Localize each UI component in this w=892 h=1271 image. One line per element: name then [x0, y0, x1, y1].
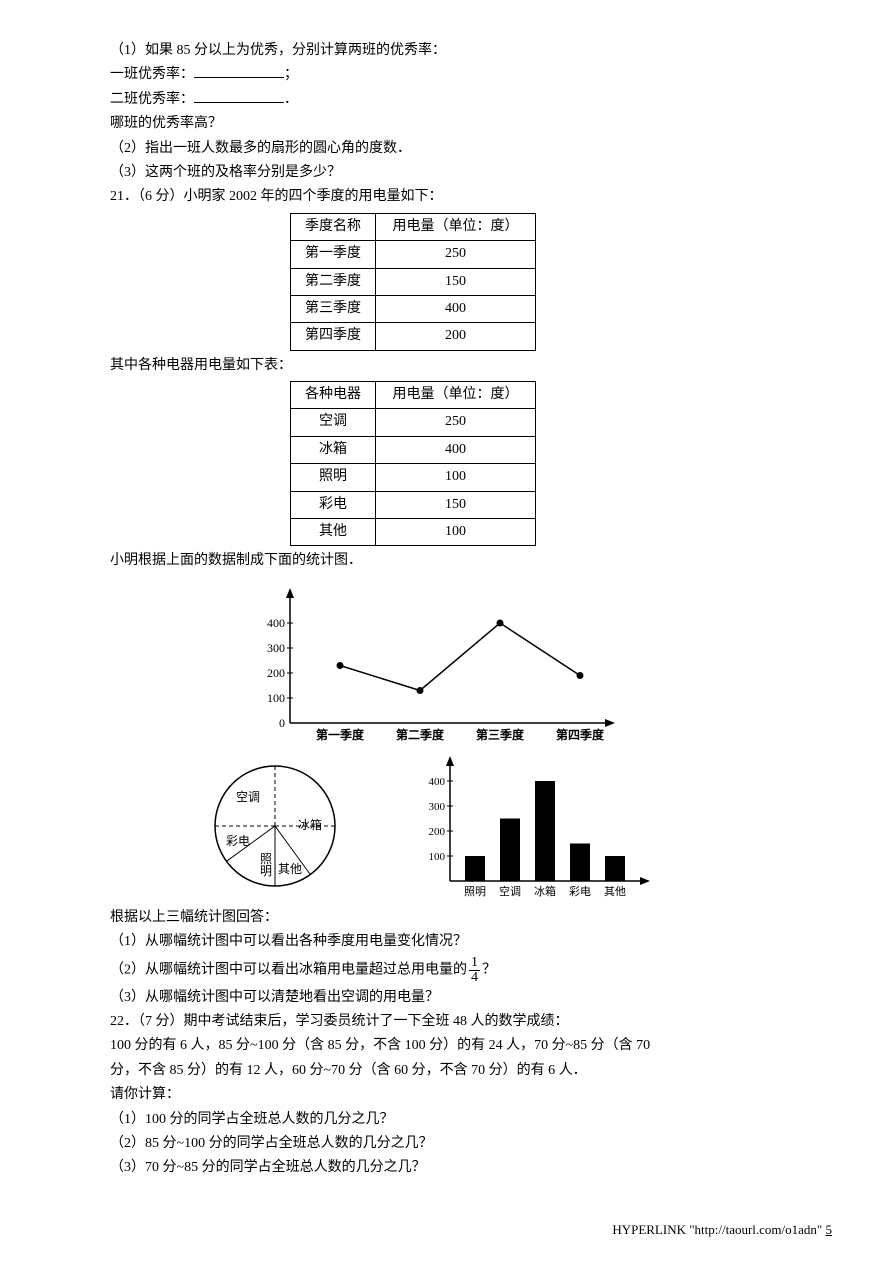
ytick-400: 400 — [267, 616, 285, 630]
q21-chart-intro: 小明根据上面的数据制成下面的统计图． — [110, 550, 832, 572]
q20-rate1-suffix: ； — [284, 67, 298, 82]
ytick-0: 0 — [279, 716, 285, 730]
q21-table2: 各种电器 用电量（单位：度） 空调250 冰箱400 照明100 彩电150 其… — [290, 381, 536, 546]
q20-sub3: （3）这两个班的及格率分别是多少？ — [110, 162, 832, 184]
q21-after-charts: 根据以上三幅统计图回答： — [110, 907, 832, 929]
q21-sub2: （2）从哪幅统计图中可以看出冰箱用电量超过总用电量的14？ — [110, 956, 832, 985]
q20-ask1: 哪班的优秀率高？ — [110, 113, 832, 135]
pie-label-other: 其他 — [278, 862, 302, 876]
bar-yt-400: 400 — [429, 776, 446, 788]
table-row: 第二季度150 — [291, 268, 536, 295]
table-row: 其他100 — [291, 519, 536, 546]
q20-sub1: （1）如果 85 分以上为优秀，分别计算两班的优秀率： — [110, 40, 832, 62]
t2-h2: 用电量（单位：度） — [376, 382, 536, 409]
q21-sub2-pre: （2）从哪幅统计图中可以看出冰箱用电量超过总用电量的 — [110, 962, 467, 977]
table-row: 空调250 — [291, 409, 536, 436]
page-number: 5 — [826, 1222, 833, 1237]
q22-sub3: （3）70 分~85 分的同学占全班总人数的几分之几？ — [110, 1157, 832, 1179]
q22-line1: 100 分的有 6 人，85 分~100 分（含 85 分，不含 100 分）的… — [110, 1035, 832, 1057]
fraction-1-4: 14 — [469, 956, 480, 985]
line-chart: 0 100 200 300 400 第一季度 第二季度 第三季度 第四季度 — [230, 583, 630, 743]
xlabel-q1: 第一季度 — [316, 727, 365, 742]
bar-yt-300: 300 — [429, 801, 446, 813]
bar-xl-0: 照明 — [464, 885, 486, 898]
bar-xl-4: 其他 — [604, 885, 626, 898]
xlabel-q2: 第二季度 — [396, 727, 445, 742]
bar-xl-2: 冰箱 — [534, 884, 556, 898]
q22-line3: 请你计算： — [110, 1084, 832, 1106]
pie-bar-row: 空调 冰箱 其他 照 明 彩电 100 200 300 400 — [200, 751, 832, 901]
q21-sub2-suffix: ？ — [482, 962, 496, 977]
q20-rate2: 二班优秀率： ． — [110, 89, 832, 111]
xlabel-q3: 第三季度 — [476, 727, 525, 742]
page-footer: HYPERLINK "http://taourl.com/o1adn" 5 — [110, 1220, 832, 1241]
table-row: 照明100 — [291, 464, 536, 491]
q21-table1: 季度名称 用电量（单位：度） 第一季度250 第二季度150 第三季度400 第… — [290, 213, 536, 351]
ytick-300: 300 — [267, 641, 285, 655]
pie-label-light-2: 明 — [260, 864, 272, 878]
q21-sub3: （3）从哪幅统计图中可以清楚地看出空调的用电量？ — [110, 987, 832, 1009]
ytick-200: 200 — [267, 666, 285, 680]
table-row: 彩电150 — [291, 491, 536, 518]
bar-chart: 100 200 300 400 照明 空调 冰箱 彩电 其他 — [410, 751, 660, 901]
q22-line2: 分，不含 85 分）的有 12 人，60 分~70 分（含 60 分，不含 70… — [110, 1060, 832, 1082]
q20-rate2-suffix: ． — [284, 92, 298, 107]
table-row: 第三季度400 — [291, 295, 536, 322]
t1-h2: 用电量（单位：度） — [376, 213, 536, 240]
blank-1 — [194, 64, 284, 78]
q22-sub2: （2）85 分~100 分的同学占全班总人数的几分之几？ — [110, 1133, 832, 1155]
pie-label-tv: 彩电 — [226, 834, 250, 848]
pie-chart: 空调 冰箱 其他 照 明 彩电 — [200, 751, 350, 901]
bar-yt-100: 100 — [429, 851, 446, 863]
ytick-100: 100 — [267, 691, 285, 705]
q20-rate1-label: 一班优秀率： — [110, 67, 194, 82]
blank-2 — [194, 89, 284, 103]
table-row: 第四季度200 — [291, 323, 536, 350]
bar-yt-200: 200 — [429, 826, 446, 838]
q22-title: 22．（7 分）期中考试结束后，学习委员统计了一下全班 48 人的数学成绩： — [110, 1011, 832, 1033]
line-chart-svg: 0 100 200 300 400 第一季度 第二季度 第三季度 第四季度 — [230, 583, 630, 743]
bar-xl-1: 空调 — [499, 884, 521, 898]
q21-mid: 其中各种电器用电量如下表： — [110, 355, 832, 377]
table-row: 冰箱400 — [291, 436, 536, 463]
q20-rate1: 一班优秀率： ； — [110, 64, 832, 86]
q21-title: 21．（6 分）小明家 2002 年的四个季度的用电量如下： — [110, 186, 832, 208]
bar-xl-3: 彩电 — [569, 885, 591, 898]
q22-sub1: （1）100 分的同学占全班总人数的几分之几？ — [110, 1109, 832, 1131]
t2-h1: 各种电器 — [291, 382, 376, 409]
q20-rate2-label: 二班优秀率： — [110, 92, 194, 107]
footer-hyperlink: HYPERLINK "http://taourl.com/o1adn" — [612, 1222, 825, 1237]
q20-sub2: （2）指出一班人数最多的扇形的圆心角的度数． — [110, 138, 832, 160]
q21-sub1: （1）从哪幅统计图中可以看出各种季度用电量变化情况？ — [110, 931, 832, 953]
pie-label-ac: 空调 — [236, 790, 260, 804]
xlabel-q4: 第四季度 — [556, 727, 605, 742]
t1-h1: 季度名称 — [291, 213, 376, 240]
table-row: 第一季度250 — [291, 241, 536, 268]
pie-label-fridge: 冰箱 — [298, 817, 322, 832]
